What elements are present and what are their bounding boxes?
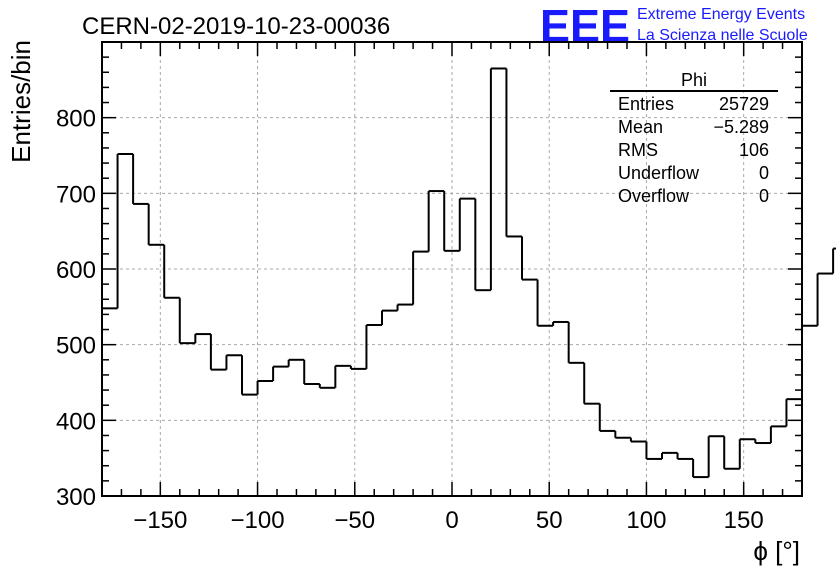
x-tick-label: 150 — [724, 507, 764, 534]
grid-lines — [102, 42, 802, 497]
y-tick-label: 500 — [56, 333, 96, 360]
x-tick-label: −150 — [133, 507, 187, 534]
logo-mark: EEE — [540, 0, 630, 52]
axis-ticks — [102, 41, 803, 497]
x-tick-label: −50 — [334, 507, 375, 534]
stats-title: Phi — [681, 70, 707, 90]
logo-line2: La Scienza nelle Scuole — [637, 27, 808, 44]
y-tick-label: 400 — [56, 408, 96, 435]
x-axis-label: ϕ [°] — [753, 536, 800, 566]
stats-label: Underflow — [618, 163, 700, 183]
eee-logo: EEE Extreme Energy Events La Scienza nel… — [540, 0, 808, 52]
stats-value: 25729 — [719, 94, 769, 114]
x-tick-label: 0 — [445, 507, 458, 534]
y-tick-label: 800 — [56, 106, 96, 133]
stats-value: −5.289 — [713, 117, 769, 137]
y-tick-label: 700 — [56, 181, 96, 208]
x-tick-label: 50 — [536, 507, 563, 534]
stats-value: 106 — [739, 140, 769, 160]
stats-label: Overflow — [618, 186, 690, 206]
x-tick-label: −100 — [231, 507, 285, 534]
stats-value: 0 — [759, 163, 769, 183]
stats-label: Mean — [618, 117, 663, 137]
stats-label: RMS — [618, 140, 658, 160]
y-tick-label: 300 — [56, 484, 96, 511]
tick-labels: −150 −100 −50 0 50 100 150 300 400 500 600 700 800 — [56, 106, 764, 534]
logo-line1: Extreme Energy Events — [637, 6, 805, 23]
run-label: CERN-02-2019-10-23-00036 — [82, 13, 390, 40]
x-tick-label: 100 — [626, 507, 666, 534]
stats-value: 0 — [759, 186, 769, 206]
histogram-bars — [102, 67, 836, 479]
y-tick-label: 600 — [56, 257, 96, 284]
y-axis-label: Entries/bin — [6, 40, 36, 163]
stats-box: Phi Entries 25729 Mean −5.289 RMS 106 Underflow… — [610, 70, 778, 206]
stats-label: Entries — [618, 94, 674, 114]
